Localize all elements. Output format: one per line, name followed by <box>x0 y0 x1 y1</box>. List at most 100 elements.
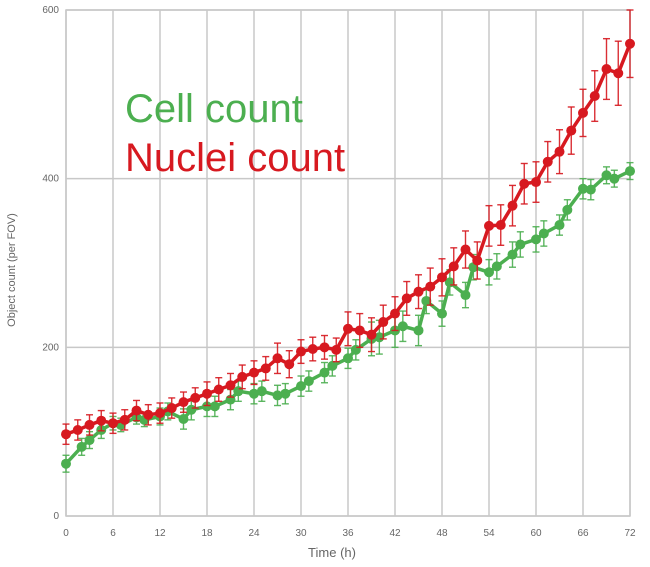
data-point <box>108 418 118 429</box>
data-point <box>209 401 220 412</box>
y-axis-label: Object count (per FOV) <box>6 213 18 327</box>
data-point <box>343 323 353 334</box>
data-point <box>319 342 330 353</box>
x-tick-label: 54 <box>483 528 495 539</box>
data-point <box>190 392 201 403</box>
data-point <box>390 308 400 319</box>
data-point <box>131 405 142 416</box>
data-point <box>515 239 526 250</box>
data-point <box>249 388 259 399</box>
x-axis-label: Time (h) <box>308 545 356 560</box>
x-tick-label: 0 <box>63 528 69 539</box>
data-point <box>374 332 385 343</box>
x-tick-label: 36 <box>342 528 354 539</box>
data-point <box>256 386 267 397</box>
data-point <box>625 38 635 49</box>
x-tick-label: 24 <box>248 528 260 539</box>
data-point <box>507 249 518 260</box>
data-point <box>202 401 212 412</box>
data-point <box>472 255 483 266</box>
data-point <box>495 220 506 231</box>
data-point <box>397 321 408 332</box>
data-point <box>366 329 377 340</box>
series-nuclei-count <box>61 9 635 446</box>
data-point <box>76 441 87 452</box>
legend-cell-count: Cell count <box>125 87 303 131</box>
data-point <box>519 178 530 189</box>
data-series <box>61 9 635 473</box>
data-point <box>491 261 502 272</box>
x-tick-label: 72 <box>624 528 636 539</box>
data-point <box>578 183 588 194</box>
data-point <box>589 91 600 102</box>
data-point <box>413 286 424 297</box>
data-point <box>625 166 635 177</box>
data-point <box>280 388 291 399</box>
data-point <box>260 363 271 374</box>
data-point <box>538 228 549 239</box>
data-point <box>296 381 306 392</box>
data-point <box>562 204 573 215</box>
data-point <box>460 244 471 255</box>
data-point <box>331 344 342 355</box>
data-point <box>307 344 318 355</box>
data-point <box>484 220 494 231</box>
data-point <box>319 367 330 378</box>
data-point <box>507 200 518 211</box>
data-point <box>601 64 612 75</box>
data-point <box>425 281 436 292</box>
data-point <box>601 170 612 181</box>
data-point <box>531 234 541 245</box>
legend-nuclei-count: Nuclei count <box>125 136 345 180</box>
data-point <box>437 272 447 283</box>
data-point <box>272 390 283 401</box>
data-point <box>237 371 248 382</box>
y-tick-label: 400 <box>42 174 59 185</box>
data-point <box>585 184 596 195</box>
data-point <box>84 419 95 430</box>
x-tick-label: 30 <box>295 528 307 539</box>
data-point <box>119 414 130 425</box>
data-point <box>61 458 71 469</box>
data-point <box>284 359 295 370</box>
data-point <box>378 317 389 328</box>
x-tick-label: 60 <box>530 528 542 539</box>
data-point <box>448 261 459 272</box>
data-point <box>554 220 565 231</box>
data-point <box>413 325 424 336</box>
data-point <box>225 380 236 391</box>
data-point <box>296 346 306 357</box>
y-tick-label: 200 <box>42 342 59 353</box>
data-point <box>202 388 212 399</box>
data-point <box>421 295 432 306</box>
data-point <box>143 409 154 420</box>
data-point <box>460 290 471 301</box>
legend: Cell count Nuclei count <box>125 87 345 180</box>
data-point <box>72 424 83 435</box>
data-point <box>613 68 624 79</box>
y-tick-label: 0 <box>53 511 59 522</box>
data-point <box>166 403 177 414</box>
data-point <box>96 415 107 426</box>
data-point <box>178 414 189 425</box>
data-point <box>327 360 338 371</box>
data-point <box>437 308 447 319</box>
x-tick-label: 48 <box>436 528 448 539</box>
x-tick-label: 18 <box>201 528 213 539</box>
data-point <box>84 435 95 446</box>
data-point <box>272 353 283 364</box>
data-point <box>566 125 577 136</box>
x-tick-label: 6 <box>110 528 116 539</box>
data-point <box>186 404 197 415</box>
data-point <box>609 173 620 184</box>
data-point <box>213 384 224 395</box>
data-point <box>155 408 165 419</box>
data-point <box>178 397 189 408</box>
data-point <box>578 107 588 118</box>
x-tick-label: 66 <box>577 528 589 539</box>
data-point <box>542 156 553 167</box>
y-tick-label: 600 <box>42 5 59 16</box>
x-tick-label: 12 <box>154 528 166 539</box>
